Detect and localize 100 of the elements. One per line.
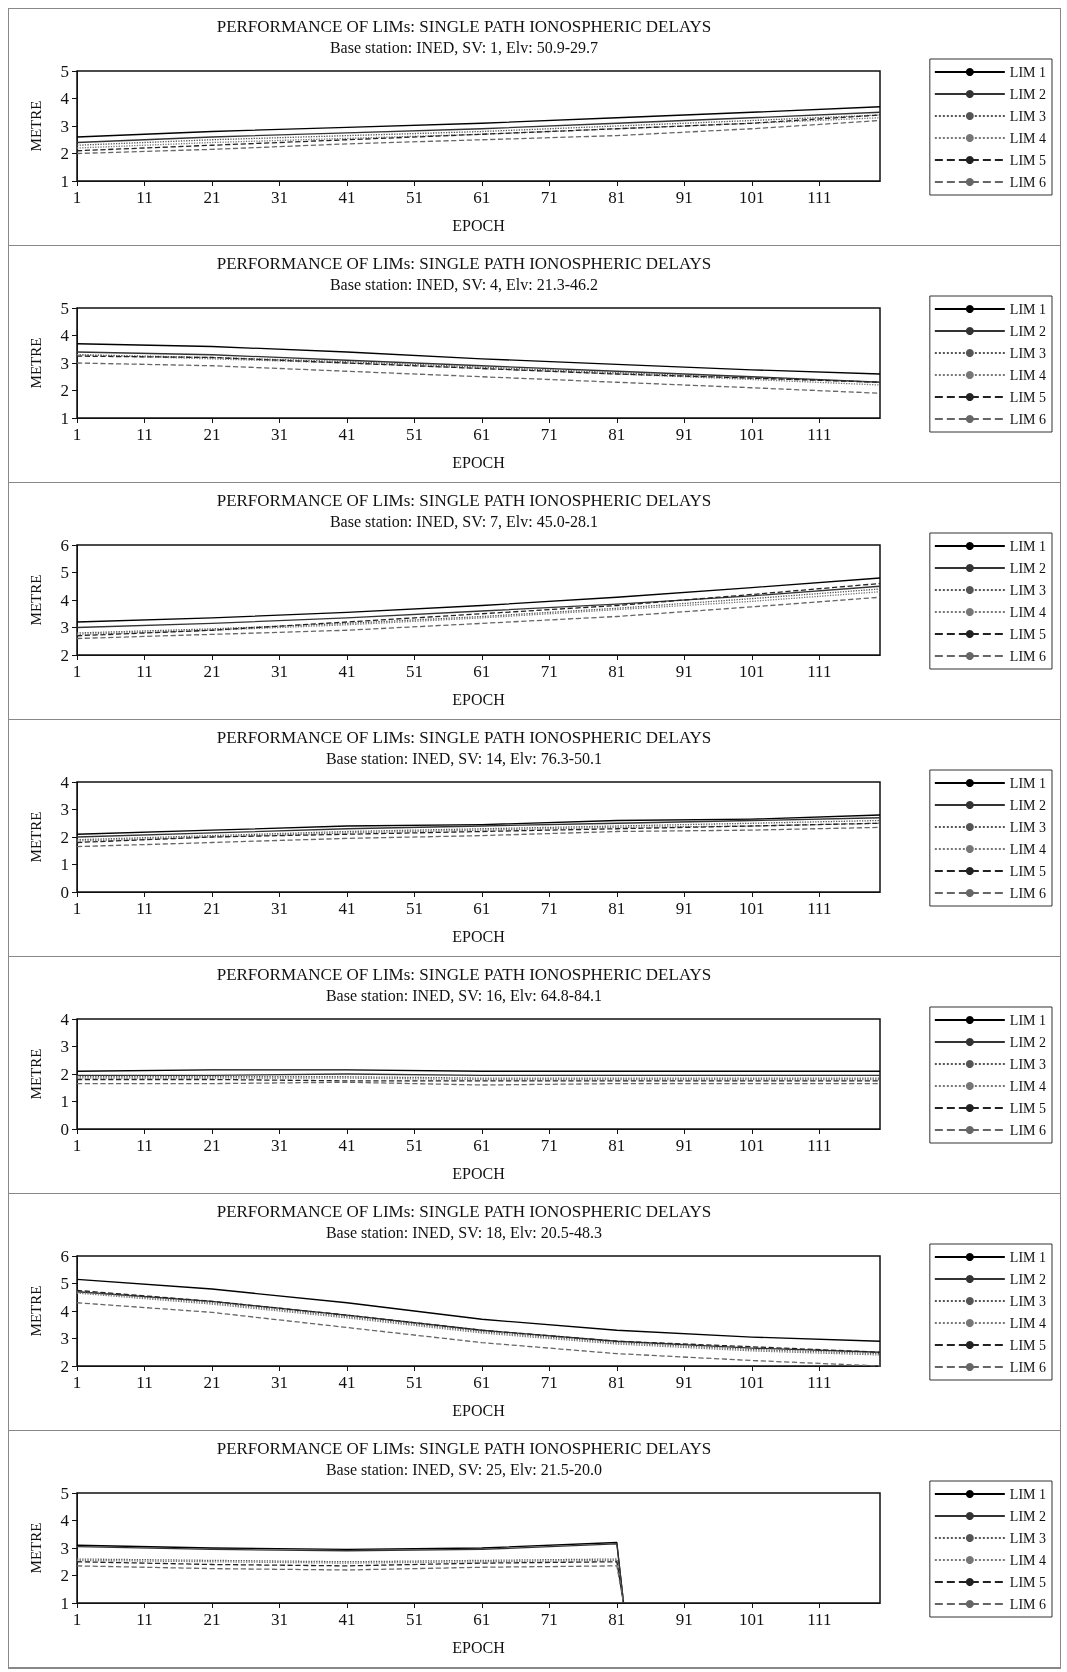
x-tick-label: 61 (473, 425, 491, 444)
legend-label: LIM 1 (1009, 538, 1047, 554)
y-tick-label: 1 (60, 1593, 69, 1613)
x-tick-label: 21 (203, 662, 221, 681)
y-tick-label: 4 (60, 1301, 70, 1321)
legend-label: LIM 4 (1009, 604, 1047, 620)
y-tick-label: 3 (60, 800, 69, 819)
x-tick-label: 71 (540, 188, 558, 207)
x-tick-label: 11 (136, 1610, 153, 1629)
legend-label: LIM 5 (1009, 863, 1047, 879)
legend-label: LIM 4 (1009, 1552, 1047, 1568)
x-tick-label: 111 (807, 188, 832, 207)
y-tick-label: 5 (60, 563, 69, 582)
x-tick-label: 91 (675, 425, 693, 444)
x-tick-label: 51 (405, 188, 423, 207)
legend-label: LIM 5 (1009, 1574, 1047, 1590)
x-tick-label: 81 (608, 1610, 626, 1629)
y-tick-label: 2 (60, 381, 69, 400)
x-tick-label: 71 (540, 425, 558, 444)
x-tick-label: 71 (540, 1610, 558, 1629)
y-tick-label: 4 (60, 1009, 70, 1029)
legend-label: LIM 6 (1009, 1359, 1047, 1375)
x-tick-label: 111 (807, 1373, 832, 1392)
y-tick-label: 5 (60, 1483, 69, 1503)
x-tick-label: 31 (270, 188, 288, 207)
legend-label: LIM 5 (1009, 389, 1047, 405)
legend-label: LIM 3 (1009, 1530, 1047, 1546)
x-tick-label: 11 (136, 425, 153, 444)
x-tick-label: 81 (608, 662, 626, 681)
x-tick-label: 1 (72, 1610, 82, 1629)
y-tick-label: 1 (60, 1092, 69, 1111)
x-tick-label: 61 (473, 1610, 491, 1629)
x-tick-label: 1 (72, 662, 82, 681)
y-axis-title: METRE (27, 337, 44, 389)
x-tick-label: 101 (739, 899, 765, 918)
legend-label: LIM 1 (1009, 1486, 1047, 1502)
y-tick-label: 3 (60, 353, 69, 373)
x-tick-label: 41 (338, 425, 356, 444)
chart-title: PERFORMANCE OF LIMs: SINGLE PATH IONOSPHERIC DELAYS (216, 1202, 712, 1221)
x-tick-label: 51 (405, 1373, 423, 1392)
y-tick-label: 1 (60, 855, 69, 874)
line-series (76, 577, 881, 623)
x-tick-label: 21 (203, 1610, 221, 1629)
x-tick-label: 71 (540, 1136, 558, 1155)
legend-label: LIM 5 (1009, 152, 1047, 168)
legend-label: LIM 2 (1009, 1034, 1047, 1050)
legend-label: LIM 4 (1009, 367, 1047, 383)
x-axis-title: EPOCH (452, 1164, 506, 1182)
x-tick-label: 1 (72, 1373, 82, 1392)
chart-subtitle: Base station: INED, SV: 4, Elv: 21.3-46.2 (329, 275, 599, 293)
x-tick-label: 11 (136, 1136, 153, 1155)
y-axis-title: METRE (27, 1522, 44, 1574)
x-tick-label: 31 (270, 425, 288, 444)
y-tick-label: 2 (60, 1566, 69, 1585)
y-tick-label: 4 (60, 326, 70, 345)
x-tick-label: 21 (203, 899, 221, 918)
legend-label: LIM 2 (1009, 1508, 1047, 1524)
x-tick-label: 21 (203, 1373, 221, 1392)
y-tick-label: 4 (60, 89, 70, 108)
chart-subtitle: Base station: INED, SV: 1, Elv: 50.9-29.7 (329, 38, 599, 56)
x-tick-label: 101 (739, 1373, 765, 1392)
x-tick-label: 91 (675, 1136, 693, 1155)
chart-subtitle: Base station: INED, SV: 16, Elv: 64.8-84.1 (325, 986, 603, 1004)
chart-title: PERFORMANCE OF LIMs: SINGLE PATH IONOSPHERIC DELAYS (216, 254, 712, 273)
x-tick-label: 1 (72, 1136, 82, 1155)
x-tick-label: 61 (473, 188, 491, 207)
legend-label: LIM 1 (1009, 64, 1047, 80)
y-tick-label: 4 (60, 590, 70, 610)
x-tick-label: 41 (338, 1136, 356, 1155)
x-tick-label: 31 (270, 662, 288, 681)
x-tick-label: 91 (675, 899, 693, 918)
y-axis-title: METRE (27, 100, 44, 152)
legend-label: LIM 4 (1009, 841, 1047, 857)
legend-label: LIM 6 (1009, 885, 1047, 901)
line-series (76, 582, 881, 637)
x-tick-label: 91 (675, 662, 693, 681)
legend-label: LIM 3 (1009, 582, 1047, 598)
x-tick-label: 1 (72, 425, 82, 444)
legend-label: LIM 1 (1009, 301, 1047, 317)
legend-label: LIM 1 (1009, 775, 1047, 791)
x-tick-label: 61 (473, 662, 491, 681)
legend-label: LIM 4 (1009, 130, 1047, 146)
x-tick-label: 21 (203, 425, 221, 444)
legend-label: LIM 5 (1009, 1100, 1047, 1116)
x-tick-label: 41 (338, 188, 356, 207)
y-tick-label: 2 (60, 144, 69, 163)
x-tick-label: 111 (807, 1136, 832, 1155)
y-tick-label: 1 (60, 171, 69, 191)
x-tick-label: 11 (136, 1373, 153, 1392)
y-tick-label: 2 (60, 1356, 69, 1376)
y-axis-title: METRE (27, 811, 44, 863)
x-axis-title: EPOCH (452, 216, 506, 234)
chart-subtitle: Base station: INED, SV: 25, Elv: 21.5-20.0 (325, 1460, 603, 1478)
y-tick-label: 6 (60, 535, 69, 555)
legend-label: LIM 1 (1009, 1249, 1047, 1265)
x-tick-label: 81 (608, 1373, 626, 1392)
x-tick-label: 111 (807, 899, 832, 918)
x-tick-label: 91 (675, 188, 693, 207)
x-tick-label: 51 (405, 425, 423, 444)
x-tick-label: 91 (675, 1373, 693, 1392)
